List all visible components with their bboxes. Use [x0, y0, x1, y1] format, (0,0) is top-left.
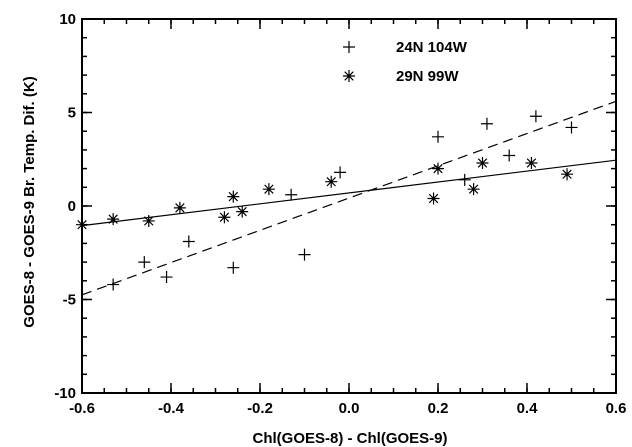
- x-tick-label: 0.6: [606, 400, 627, 417]
- point-series-1: [565, 121, 578, 134]
- point-series-2: [227, 190, 240, 203]
- legend-label: 29N 99W: [396, 68, 459, 85]
- point-series-2: [525, 156, 538, 169]
- y-tick-label: 10: [59, 11, 76, 28]
- data-points: [76, 110, 578, 291]
- legend-marker-series-2: [343, 70, 355, 82]
- regression-lines: [81, 100, 617, 296]
- y-axis: -10 -5 0 5 10: [54, 11, 616, 402]
- y-tick-label: -5: [63, 292, 76, 309]
- point-series-2: [476, 156, 489, 169]
- point-series-1: [503, 149, 516, 162]
- point-series-2: [142, 214, 155, 227]
- point-series-1: [160, 271, 173, 284]
- fit-line-series-2: [81, 159, 617, 227]
- x-axis: -0.6 -0.4 -0.2 0.0 0.2 0.4 0.6: [69, 19, 626, 417]
- point-series-2: [561, 168, 574, 181]
- x-tick-label: 0.4: [517, 400, 539, 417]
- point-series-2: [173, 201, 186, 214]
- point-series-1: [480, 117, 493, 130]
- point-series-1: [227, 261, 240, 274]
- y-axis-title: GOES-8 - GOES-9 Br. Temp. Dif. (K): [21, 76, 38, 327]
- point-series-2: [325, 175, 338, 188]
- point-series-1: [432, 130, 444, 143]
- point-series-1: [138, 256, 151, 269]
- point-series-2: [236, 205, 249, 218]
- point-series-1: [107, 278, 120, 291]
- point-series-2: [432, 162, 444, 175]
- y-tick-label: -10: [54, 385, 76, 402]
- x-tick-label: 0.0: [339, 400, 360, 417]
- point-series-1: [285, 188, 298, 201]
- point-series-1: [458, 173, 471, 186]
- point-series-1: [334, 166, 347, 179]
- point-series-2: [107, 213, 120, 226]
- point-series-2: [262, 183, 275, 196]
- point-series-1: [529, 110, 542, 123]
- x-tick-label: -0.2: [247, 400, 273, 417]
- legend: 24N 104W 29N 99W: [343, 39, 468, 85]
- x-tick-label: 0.2: [428, 400, 449, 417]
- point-series-1: [182, 235, 195, 248]
- x-axis-title: Chl(GOES-8) - Chl(GOES-9): [253, 430, 448, 447]
- point-series-1: [298, 248, 311, 261]
- fit-line-series-1: [81, 100, 617, 296]
- legend-marker-series-1: [343, 41, 355, 53]
- point-series-2: [76, 218, 88, 231]
- point-series-2: [467, 183, 480, 196]
- y-tick-label: 0: [68, 198, 76, 215]
- y-tick-label: 5: [68, 105, 76, 122]
- point-series-2: [218, 211, 231, 224]
- legend-label: 24N 104W: [396, 39, 468, 56]
- x-tick-label: -0.4: [158, 400, 185, 417]
- point-series-2: [427, 192, 440, 205]
- x-tick-label: -0.6: [69, 400, 95, 417]
